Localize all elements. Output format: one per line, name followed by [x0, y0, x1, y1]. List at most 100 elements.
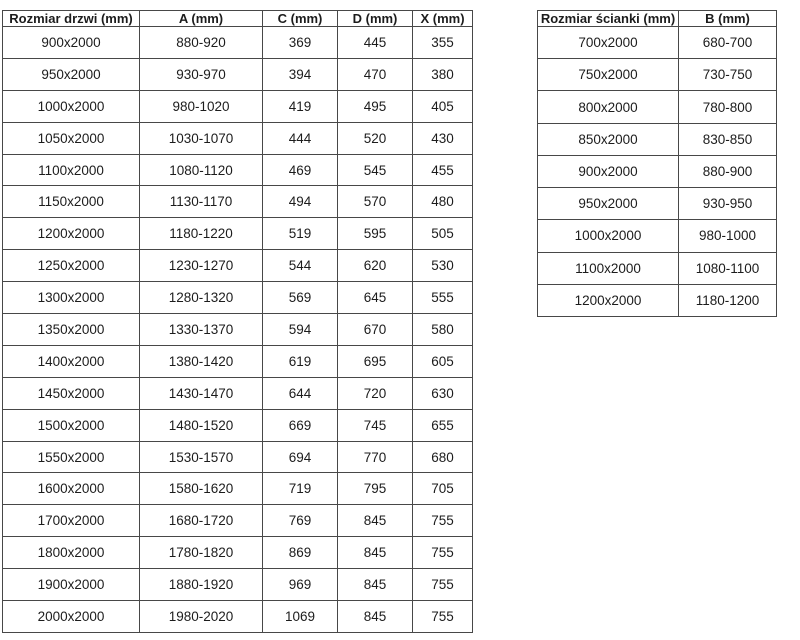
- table-cell: 2000x2000: [2, 600, 140, 633]
- table-cell: 1050x2000: [2, 121, 140, 155]
- table-cell: 405: [412, 89, 473, 123]
- table-cell: 845: [337, 568, 413, 602]
- table-cell: 845: [337, 536, 413, 570]
- table-row: 1450x2000 1430-1470 644 720 630: [2, 376, 473, 410]
- table-cell: 1000x2000: [2, 89, 140, 123]
- table-cell: 980-1000: [678, 219, 777, 253]
- wall-size-table: Rozmiar ścianki (mm) B (mm) 700x2000 680-70…: [537, 10, 777, 318]
- table-cell: 900x2000: [537, 154, 679, 189]
- table-cell: 745: [337, 408, 413, 442]
- header-row: Rozmiar drzwi (mm) A (mm) C (mm) D (mm) X (m…: [2, 10, 473, 27]
- table-cell: 980-1020: [139, 89, 263, 123]
- column-header: Rozmiar ścianki (mm): [537, 10, 679, 27]
- table-cell: 1100x2000: [537, 251, 679, 285]
- table-cell: 1200x2000: [2, 217, 140, 251]
- table-row: 1350x2000 1330-1370 594 670 580: [2, 313, 473, 346]
- table-cell: 755: [412, 504, 473, 538]
- table-cell: 780-800: [678, 90, 777, 124]
- table-cell: 755: [412, 568, 473, 602]
- table-cell: 1500x2000: [2, 408, 140, 442]
- table-cell: 530: [412, 249, 473, 283]
- table-cell: 1430-1470: [139, 376, 263, 410]
- table-cell: 455: [412, 153, 473, 187]
- table-cell: 1250x2000: [2, 249, 140, 283]
- table-cell: 545: [337, 153, 413, 187]
- column-header: A (mm): [139, 10, 263, 27]
- table-cell: 1300x2000: [2, 281, 140, 315]
- table-cell: 544: [262, 249, 338, 283]
- table-row: 900x2000 880-900: [537, 154, 777, 189]
- table-row: 1300x2000 1280-1320 569 645 555: [2, 281, 473, 315]
- table-row: 1600x2000 1580-1620 719 795 705: [2, 472, 473, 506]
- table-cell: 1880-1920: [139, 568, 263, 602]
- table-cell: 1180-1220: [139, 217, 263, 251]
- table-cell: 355: [412, 26, 473, 59]
- table-row: 1800x2000 1780-1820 869 845 755: [2, 536, 473, 570]
- table-cell: 1400x2000: [2, 344, 140, 378]
- table-cell: 950x2000: [2, 57, 140, 91]
- table-cell: 419: [262, 89, 338, 123]
- table-cell: 1900x2000: [2, 568, 140, 602]
- table-cell: 469: [262, 153, 338, 187]
- table-cell: 770: [337, 440, 413, 474]
- table-cell: 644: [262, 376, 338, 410]
- table-row: 1150x2000 1130-1170 494 570 480: [2, 185, 473, 219]
- table-cell: 719: [262, 472, 338, 506]
- table-cell: 850x2000: [537, 122, 679, 156]
- column-header: X (mm): [412, 10, 473, 27]
- table-cell: 1130-1170: [139, 185, 263, 219]
- table-cell: 950x2000: [537, 187, 679, 221]
- table-cell: 1980-2020: [139, 600, 263, 633]
- table-cell: 605: [412, 344, 473, 378]
- table-cell: 1350x2000: [2, 313, 140, 346]
- door-size-table: Rozmiar drzwi (mm) A (mm) C (mm) D (mm) X (m…: [2, 10, 473, 633]
- table-cell: 1150x2000: [2, 185, 140, 219]
- table-cell: 705: [412, 472, 473, 506]
- table-row: 1100x2000 1080-1120 469 545 455: [2, 153, 473, 187]
- table-row: 800x2000 780-800: [537, 90, 777, 124]
- table-cell: 730-750: [678, 58, 777, 92]
- table-cell: 969: [262, 568, 338, 602]
- table-cell: 494: [262, 185, 338, 219]
- table-cell: 445: [337, 26, 413, 59]
- table-cell: 620: [337, 249, 413, 283]
- column-header: Rozmiar drzwi (mm): [2, 10, 140, 27]
- table-cell: 619: [262, 344, 338, 378]
- table-cell: 750x2000: [537, 58, 679, 92]
- table-cell: 1280-1320: [139, 281, 263, 315]
- table-cell: 1080-1100: [678, 251, 777, 285]
- table-row: 1050x2000 1030-1070 444 520 430: [2, 121, 473, 155]
- table-row: 700x2000 680-700: [537, 25, 777, 60]
- table-cell: 520: [337, 121, 413, 155]
- table-row: 1900x2000 1880-1920 969 845 755: [2, 568, 473, 602]
- table-cell: 1330-1370: [139, 313, 263, 346]
- table-cell: 680: [412, 440, 473, 474]
- table-cell: 1180-1200: [678, 283, 777, 318]
- table-row: 900x2000 880-920 369 445 355: [2, 26, 473, 59]
- table-cell: 444: [262, 121, 338, 155]
- table-row: 750x2000 730-750: [537, 58, 777, 92]
- table-cell: 519: [262, 217, 338, 251]
- table-cell: 930-970: [139, 57, 263, 91]
- table-row: 1200x2000 1180-1220 519 595 505: [2, 217, 473, 251]
- table-cell: 394: [262, 57, 338, 91]
- table-cell: 880-920: [139, 26, 263, 59]
- column-header: B (mm): [678, 10, 777, 27]
- table-cell: 470: [337, 57, 413, 91]
- table-cell: 869: [262, 536, 338, 570]
- table-cell: 1800x2000: [2, 536, 140, 570]
- table-cell: 594: [262, 313, 338, 346]
- table-row: 1000x2000 980-1020 419 495 405: [2, 89, 473, 123]
- table-row: 850x2000 830-850: [537, 122, 777, 156]
- table-cell: 505: [412, 217, 473, 251]
- table-cell: 1100x2000: [2, 153, 140, 187]
- header-row: Rozmiar ścianki (mm) B (mm): [537, 10, 777, 27]
- table-cell: 680-700: [678, 25, 777, 60]
- table-cell: 1000x2000: [537, 219, 679, 253]
- table-cell: 720: [337, 376, 413, 410]
- table-cell: 380: [412, 57, 473, 91]
- table-row: 950x2000 930-970 394 470 380: [2, 57, 473, 91]
- table-cell: 480: [412, 185, 473, 219]
- table-row: 1400x2000 1380-1420 619 695 605: [2, 344, 473, 378]
- table-cell: 795: [337, 472, 413, 506]
